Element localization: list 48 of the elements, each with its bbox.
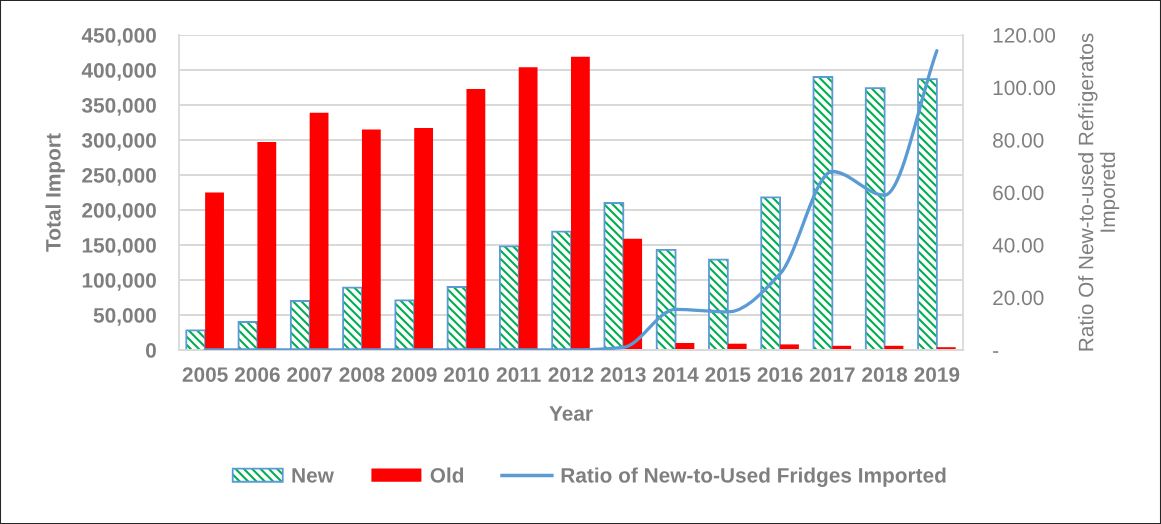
y2-tick-label: 80.00 (993, 133, 1044, 148)
y-tick-label: 100,000 (82, 273, 156, 291)
bar (623, 238, 643, 350)
x-tick-label: 2018 (862, 367, 908, 382)
legend-label: Old (430, 467, 464, 483)
bar (257, 142, 277, 350)
y2-tick-label: 120.00 (993, 28, 1056, 43)
x-tick-label: 2017 (809, 367, 855, 382)
x-tick-label: 2012 (548, 367, 594, 382)
y-tick-label: 200,000 (82, 203, 156, 221)
y-tick-label: 350,000 (81, 98, 156, 116)
x-tick-label: 2006 (234, 367, 280, 382)
x-tick-label: 2010 (444, 367, 489, 382)
y-tick-label: 300,000 (81, 133, 156, 151)
y2-tick-label: 100.00 (993, 80, 1056, 96)
y2-tick-label: 60.00 (993, 185, 1044, 201)
x-tick-label: 2008 (339, 367, 385, 382)
x-axis-title: Year (549, 406, 593, 421)
bar (309, 112, 329, 350)
x-tick-label: 2019 (914, 367, 960, 382)
x-tick-label: 2011 (496, 367, 541, 382)
x-tick-label: 2014 (653, 367, 699, 382)
y2-tick-label: 20.00 (993, 290, 1044, 306)
bar (414, 128, 434, 350)
bar (361, 129, 381, 350)
bar (466, 88, 486, 350)
y-axis-title: Total Import (45, 133, 65, 252)
legend-label: Ratio of New-to-Used Fridges Imported (561, 467, 946, 487)
y-tick-label: 250,000 (82, 168, 156, 186)
x-tick-label: 2009 (391, 367, 437, 382)
x-tick-label: 2016 (757, 367, 803, 382)
y-tick-label: 400,000 (81, 63, 156, 81)
x-tick-label: 2015 (705, 367, 751, 382)
bar (518, 67, 538, 350)
y-tick-label: 0 (146, 343, 156, 358)
y-tick-label: 150,000 (82, 238, 156, 256)
bar (571, 56, 590, 350)
y-tick-label: 50,000 (93, 308, 156, 326)
y-tick-label: 450,000 (81, 28, 156, 46)
y2-tick-label: - (993, 351, 999, 353)
bar (205, 192, 224, 350)
y2-axis-title: Ratio Of New-to-used Refrigeratos Imporetd (1078, 33, 1120, 351)
y2-tick-label: 40.00 (992, 238, 1044, 253)
x-tick-label: 2007 (287, 367, 332, 382)
x-tick-label: 2013 (600, 367, 646, 382)
x-tick-label: 2005 (182, 367, 228, 382)
legend-label: New (292, 468, 334, 483)
bar (780, 344, 799, 350)
